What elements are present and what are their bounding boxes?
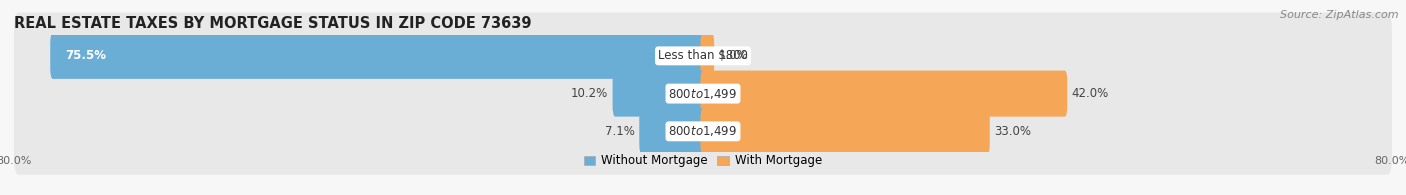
Text: $800 to $1,499: $800 to $1,499 [668,124,738,138]
Legend: Without Mortgage, With Mortgage: Without Mortgage, With Mortgage [579,150,827,172]
Text: 7.1%: 7.1% [605,125,636,138]
Text: 42.0%: 42.0% [1071,87,1109,100]
Text: $800 to $1,499: $800 to $1,499 [668,87,738,101]
Text: 75.5%: 75.5% [66,49,107,62]
Text: 10.2%: 10.2% [571,87,609,100]
FancyBboxPatch shape [14,12,1392,99]
Text: 33.0%: 33.0% [994,125,1031,138]
FancyBboxPatch shape [14,88,1392,175]
FancyBboxPatch shape [640,108,706,154]
Text: Less than $800: Less than $800 [658,49,748,62]
FancyBboxPatch shape [613,71,706,117]
Text: 1.0%: 1.0% [718,49,748,62]
FancyBboxPatch shape [700,71,1067,117]
FancyBboxPatch shape [51,33,706,79]
Text: REAL ESTATE TAXES BY MORTGAGE STATUS IN ZIP CODE 73639: REAL ESTATE TAXES BY MORTGAGE STATUS IN … [14,16,531,31]
Text: Source: ZipAtlas.com: Source: ZipAtlas.com [1281,10,1399,20]
FancyBboxPatch shape [700,108,990,154]
FancyBboxPatch shape [700,33,714,79]
FancyBboxPatch shape [14,50,1392,137]
